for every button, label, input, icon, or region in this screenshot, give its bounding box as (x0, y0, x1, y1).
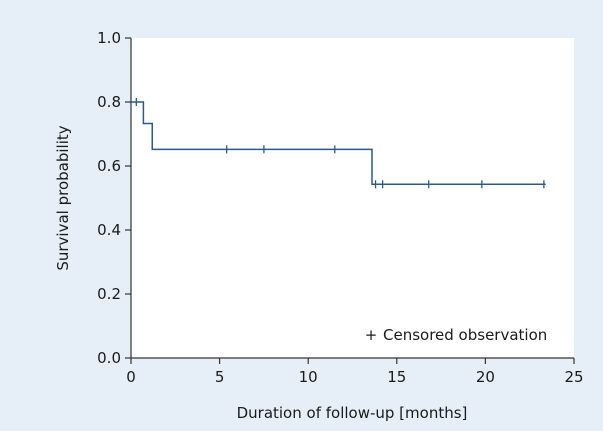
censored-marks (135, 98, 545, 189)
legend-marker: + (365, 326, 378, 344)
y-tick-label: 0.4 (97, 221, 121, 239)
plot-area (131, 38, 574, 358)
x-tick-label: 20 (476, 368, 495, 386)
x-tick-label: 5 (215, 368, 225, 386)
y-tick-label: 1.0 (97, 29, 121, 47)
y-tick-label: 0.0 (97, 349, 121, 367)
y-axis-title: Survival probability (54, 125, 72, 270)
x-tick-label: 25 (564, 368, 583, 386)
survival-curve (131, 101, 546, 185)
y-axis: 0.0 0.2 0.4 0.6 0.8 1.0 (97, 29, 132, 367)
legend: + Censored observation (365, 326, 548, 344)
x-axis: 0 5 10 15 20 25 (126, 357, 584, 386)
x-axis-title: Duration of follow-up [months] (237, 404, 468, 422)
y-tick-label: 0.8 (97, 93, 121, 111)
y-tick-label: 0.6 (97, 157, 121, 175)
survival-step-line (131, 101, 546, 185)
x-tick-label: 15 (387, 368, 406, 386)
y-tick-label: 0.2 (97, 285, 121, 303)
legend-label: Censored observation (383, 326, 547, 344)
x-tick-label: 0 (126, 368, 136, 386)
x-tick-label: 10 (299, 368, 318, 386)
